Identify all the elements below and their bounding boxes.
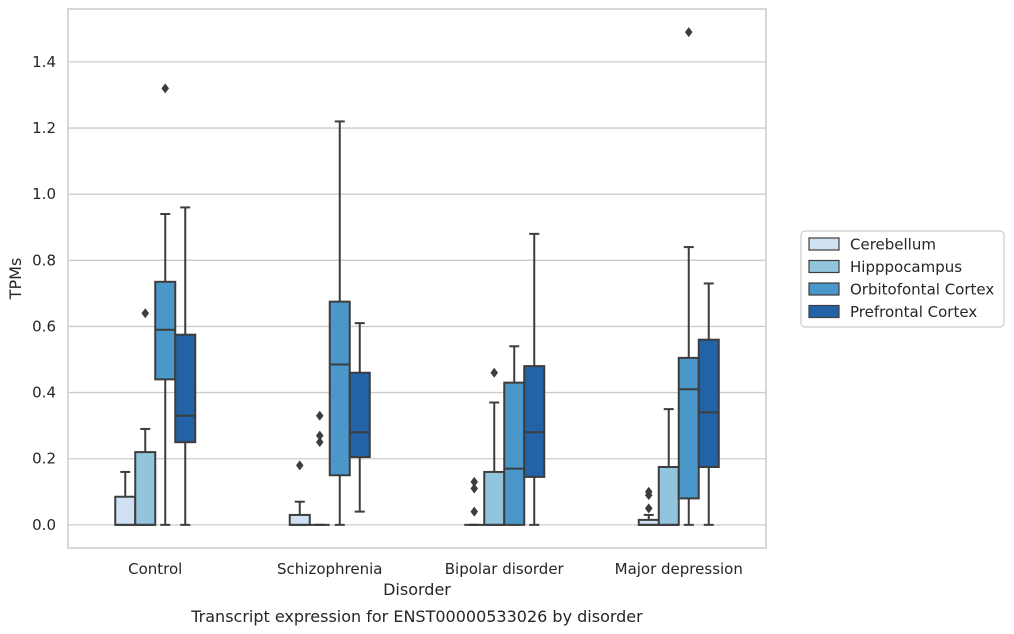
legend-swatch <box>808 282 840 296</box>
y-tick-label: 0.6 <box>32 317 56 335</box>
legend-swatch <box>808 237 840 251</box>
outlier-point <box>161 83 170 94</box>
y-axis-label: TPMs <box>6 258 25 301</box>
outlier-point <box>684 27 693 38</box>
plot-area <box>114 27 720 526</box>
legend-label: Orbitofontal Cortex <box>850 281 994 299</box>
plot-frame <box>67 8 767 549</box>
y-tick-label: 1.4 <box>32 53 56 71</box>
box-body <box>677 356 700 500</box>
legend-item: Prefrontal Cortex <box>808 303 977 321</box>
box-cerebellum-1 <box>288 460 311 526</box>
box-body <box>523 365 546 478</box>
box-orbitofontal-cortex-0 <box>154 83 177 526</box>
outlier-point <box>490 367 499 378</box>
box-body <box>503 381 526 526</box>
x-tick-label: Schizophrenia <box>277 560 382 578</box>
box-body <box>134 451 157 526</box>
y-tick-label: 1.0 <box>32 185 56 203</box>
outlier-point <box>644 503 653 514</box>
box-prefrontal-cortex-0 <box>174 206 197 526</box>
outlier-point <box>315 410 324 421</box>
legend-swatch <box>808 304 840 319</box>
box-body <box>328 300 351 477</box>
legend-frame <box>800 230 1005 328</box>
box-body <box>174 333 197 444</box>
x-tick-label: Bipolar disorder <box>445 560 565 578</box>
legend-item: Cerebellum <box>808 236 936 254</box>
box-orbitofontal-cortex-1 <box>328 120 351 526</box>
box-body <box>697 338 720 468</box>
outlier-point <box>295 460 304 471</box>
box-orbitofontal-cortex-2 <box>503 345 526 526</box>
legend-swatch <box>808 259 840 274</box>
box-hipppocampus-0 <box>134 308 157 526</box>
box-orbitofontal-cortex-3 <box>677 27 700 526</box>
y-axis-ticks: 0.0 0.2 0.4 0.6 0.8 1.0 1.2 1.4 <box>32 53 56 534</box>
box-prefrontal-cortex-2 <box>523 232 546 526</box>
box-cerebellum-3 <box>637 486 660 526</box>
y-tick-label: 0.4 <box>32 384 56 402</box>
box-body <box>114 495 137 526</box>
box-prefrontal-cortex-1 <box>348 322 371 513</box>
x-axis-ticks: Control Schizophrenia Bipolar disorder Majo… <box>128 560 743 578</box>
outlier-point <box>315 437 324 448</box>
outlier-point <box>470 476 479 487</box>
y-tick-label: 0.8 <box>32 251 56 269</box>
legend-label: Hipppocampus <box>850 258 962 276</box>
y-tick-label: 0.2 <box>32 450 56 468</box>
legend-label: Prefrontal Cortex <box>850 303 977 321</box>
box-body <box>483 470 506 526</box>
box-prefrontal-cortex-3 <box>697 282 720 526</box>
box-body <box>657 465 680 526</box>
y-tick-label: 1.2 <box>32 119 56 137</box>
x-tick-label: Control <box>128 560 182 578</box>
box-body <box>288 513 311 526</box>
legend-item: Orbitofontal Cortex <box>808 281 994 299</box>
box-hipppocampus-1 <box>309 410 330 526</box>
y-tick-label: 0.0 <box>32 516 56 534</box>
outlier-point <box>315 430 324 441</box>
outlier-point <box>470 506 479 517</box>
outlier-point <box>141 308 150 319</box>
outlier-point <box>644 486 653 497</box>
box-hipppocampus-3 <box>657 408 680 526</box>
x-axis-label: Disorder <box>383 580 451 599</box>
legend: Cerebellum Hipppocampus Orbitofontal Corte… <box>800 230 1005 328</box>
x-tick-label: Major depression <box>615 560 743 578</box>
legend-label: Cerebellum <box>850 236 936 254</box>
box-hipppocampus-2 <box>483 367 506 526</box>
legend-item: Hipppocampus <box>808 258 962 276</box>
chart-caption: Transcript expression for ENST0000053302… <box>190 607 643 626</box>
outlier-point <box>470 483 479 494</box>
box-cerebellum-0 <box>114 470 137 526</box>
box-cerebellum-2 <box>464 476 485 526</box>
box-body <box>348 371 371 459</box>
